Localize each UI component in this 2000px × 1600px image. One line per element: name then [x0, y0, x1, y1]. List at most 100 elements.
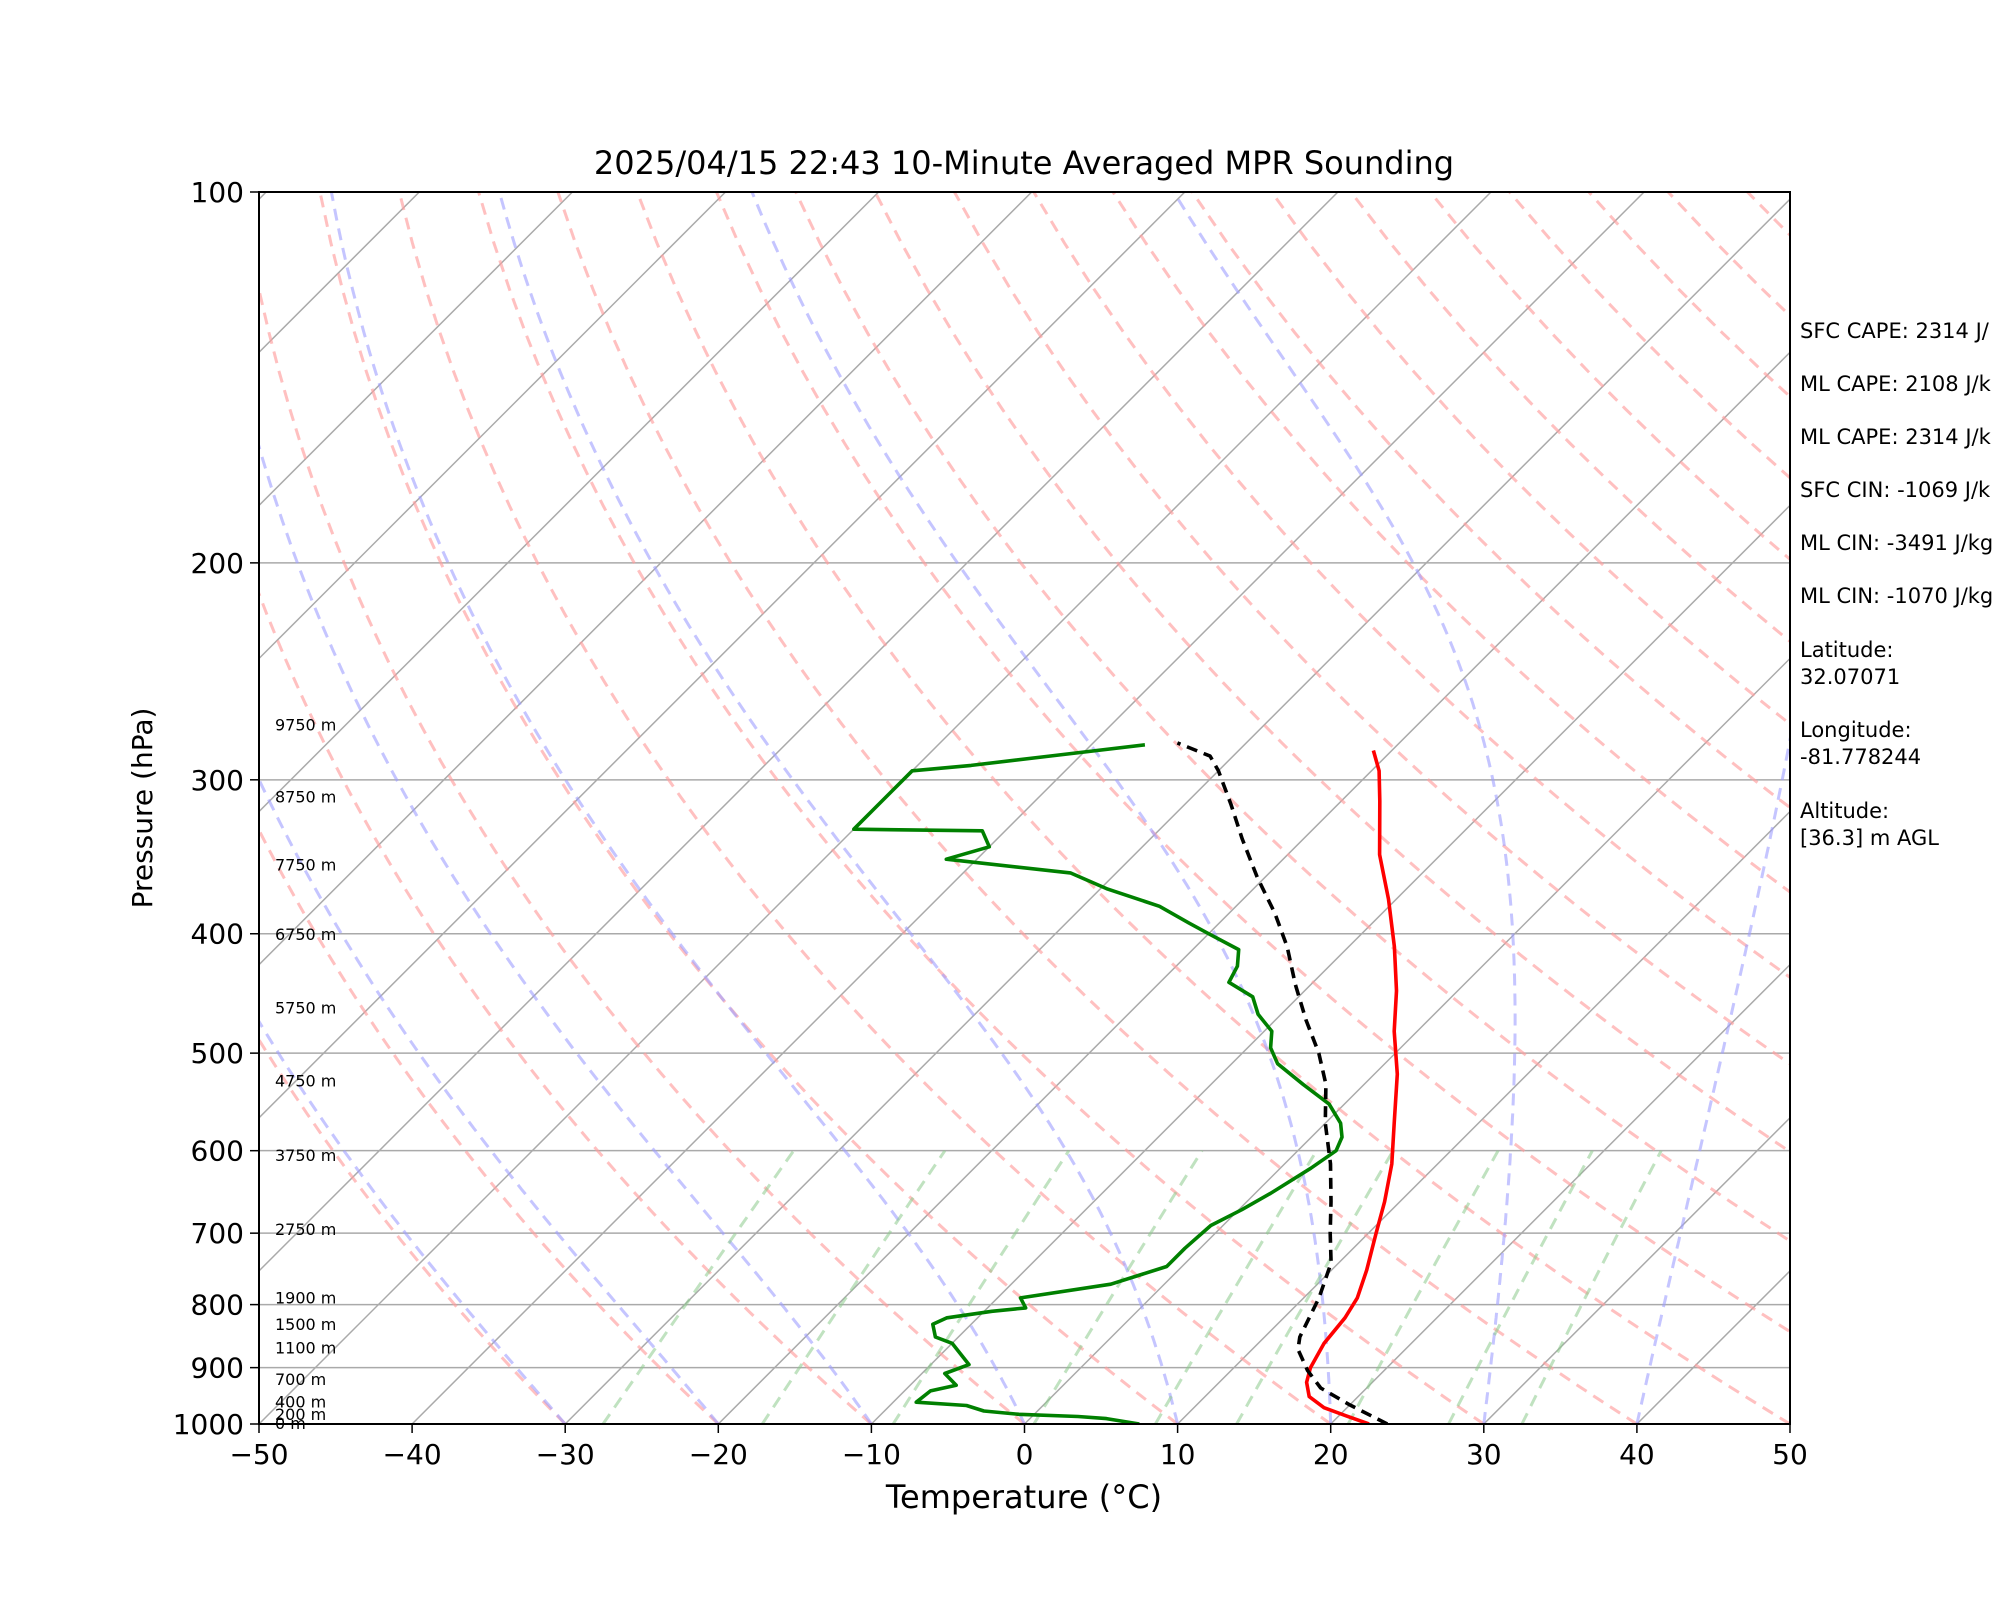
height-label: 400 m: [275, 1393, 326, 1412]
height-label: 4750 m: [275, 1071, 336, 1090]
dry-adiabat-line: [477, 192, 1485, 1424]
x-tick-label: 40: [1619, 1438, 1655, 1471]
dry-adiabat-line: [397, 192, 1332, 1424]
isotherm-line: [411, 192, 1645, 1424]
mixing-ratio-line: [1032, 1149, 1204, 1424]
height-label: 700 m: [275, 1370, 326, 1389]
x-axis-ticks: −50 −40 −30 −20 −10 0 10 20 30 40 50: [229, 1424, 1808, 1471]
x-tick-label: −30: [536, 1438, 595, 1471]
moist-adiabat-line: [259, 441, 873, 1424]
dry-adiabat-line: [1270, 192, 1790, 726]
y-tick-label: 200: [191, 547, 244, 580]
x-tick-label: 50: [1772, 1438, 1808, 1471]
reference-lines: [0, 192, 1790, 1424]
mixing-ratio-line: [1346, 1149, 1500, 1424]
isotherm-line: [1483, 1116, 1790, 1424]
x-tick-label: 20: [1313, 1438, 1349, 1471]
height-label: 1100 m: [275, 1338, 336, 1357]
y-tick-label: 800: [191, 1289, 244, 1322]
mixing-ratio-line: [761, 1149, 947, 1424]
x-axis-label: Temperature (°C): [885, 1478, 1162, 1516]
mixing-ratio-line: [891, 1149, 1071, 1424]
y-tick-label: 700: [191, 1217, 244, 1250]
mixing-ratio-line: [1154, 1149, 1318, 1424]
height-label: 9750 m: [275, 715, 336, 734]
isotherm-line: [259, 192, 1033, 966]
dry-adiabat-line: [794, 192, 1790, 1243]
info-line: ML CIN: -1070 J/kg: [1800, 584, 1993, 608]
info-line: ML CAPE: 2314 J/k: [1800, 425, 1992, 449]
isotherm-line: [259, 192, 880, 813]
dry-adiabat-line: [873, 192, 1790, 1154]
x-tick-label: −50: [229, 1438, 288, 1471]
isotherm-line: [259, 192, 727, 660]
y-tick-label: 1000: [173, 1408, 244, 1441]
moist-adiabat-line: [1172, 192, 1517, 1424]
x-tick-label: −20: [689, 1438, 748, 1471]
isotherm-line: [1023, 657, 1790, 1424]
height-label: 1900 m: [275, 1289, 336, 1308]
plot-frame: [258, 191, 1791, 1425]
dry-adiabat-line: [259, 589, 873, 1424]
y-tick-label: 600: [191, 1135, 244, 1168]
height-label: 7750 m: [275, 855, 336, 874]
info-line: ML CIN: -3491 J/kg: [1800, 531, 1993, 555]
height-label: 0 m: [275, 1414, 306, 1433]
isotherm-line: [870, 504, 1790, 1424]
isotherm-line: [1330, 963, 1790, 1424]
dry-adiabat-line: [259, 282, 1026, 1424]
info-line: 32.07071: [1800, 665, 1900, 689]
isotherm-line: [259, 192, 1186, 1119]
sounding-profiles: [852, 741, 1400, 1424]
isotherm-line: [259, 192, 573, 507]
y-axis-label: Pressure (hPa): [126, 708, 159, 909]
y-tick-label: 900: [191, 1352, 244, 1385]
moist-adiabat-line: [1635, 732, 1790, 1424]
y-axis-ticks: 100 200 300 400 500 600 700 800 900 1000: [173, 176, 259, 1441]
x-tick-label: 30: [1466, 1438, 1502, 1471]
mixing-ratio-line: [1235, 1149, 1395, 1424]
height-labels: 9750 m 8750 m 7750 m 6750 m 5750 m 4750 m 3750…: [275, 715, 336, 1433]
height-label: 2750 m: [275, 1220, 336, 1239]
dry-adiabat-line: [635, 192, 1790, 1424]
moist-adiabat-line: [497, 192, 1180, 1424]
info-line: Latitude:: [1800, 638, 1894, 662]
mixing-ratio-line: [1520, 1150, 1663, 1424]
x-tick-label: 10: [1160, 1438, 1196, 1471]
info-panel: SFC CAPE: 2314 J/ML CAPE: 2108 J/k ML CAP…: [1800, 319, 1993, 850]
y-tick-label: 100: [191, 176, 244, 209]
height-label: 8750 m: [275, 787, 336, 806]
height-label: 3750 m: [275, 1146, 336, 1165]
height-label: 200 m: [275, 1405, 326, 1424]
info-line: SFC CIN: -1069 J/k: [1800, 478, 1991, 502]
moist-adiabat-line: [259, 1018, 567, 1424]
mixing-ratio-line: [1447, 1149, 1594, 1424]
moist-adiabat-line: [750, 192, 1333, 1424]
y-tick-label: 300: [191, 764, 244, 797]
y-tick-label: 400: [191, 918, 244, 951]
isotherm-line: [564, 198, 1790, 1424]
height-label: 1500 m: [275, 1315, 336, 1334]
height-label: 5750 m: [275, 999, 336, 1018]
info-line: Longitude:: [1800, 718, 1912, 742]
x-tick-label: −40: [383, 1438, 442, 1471]
isotherm-line: [717, 351, 1790, 1424]
y-tick-label: 500: [191, 1037, 244, 1070]
info-line: -81.778244: [1800, 745, 1921, 769]
dewpoint-profile-line: [852, 743, 1344, 1424]
info-line: Altitude:: [1800, 799, 1889, 823]
chart-title: 2025/04/15 22:43 10-Minute Averaged MPR …: [594, 144, 1454, 182]
info-line: ML CAPE: 2108 J/k: [1800, 372, 1992, 396]
mixing-ratio-line: [601, 1149, 795, 1424]
height-label: 6750 m: [275, 925, 336, 944]
dry-adiabat-line: [318, 192, 1179, 1424]
parcel-profile-line: [1176, 741, 1389, 1424]
moist-adiabat-line: [329, 192, 1026, 1424]
isotherm-line: [0, 192, 113, 1424]
dry-adiabat-line: [259, 826, 720, 1424]
temperature-profile-line: [1304, 750, 1400, 1424]
x-tick-label: 0: [1016, 1438, 1034, 1471]
isotherm-line: [259, 192, 1339, 1272]
dry-adiabat-line: [556, 192, 1638, 1424]
